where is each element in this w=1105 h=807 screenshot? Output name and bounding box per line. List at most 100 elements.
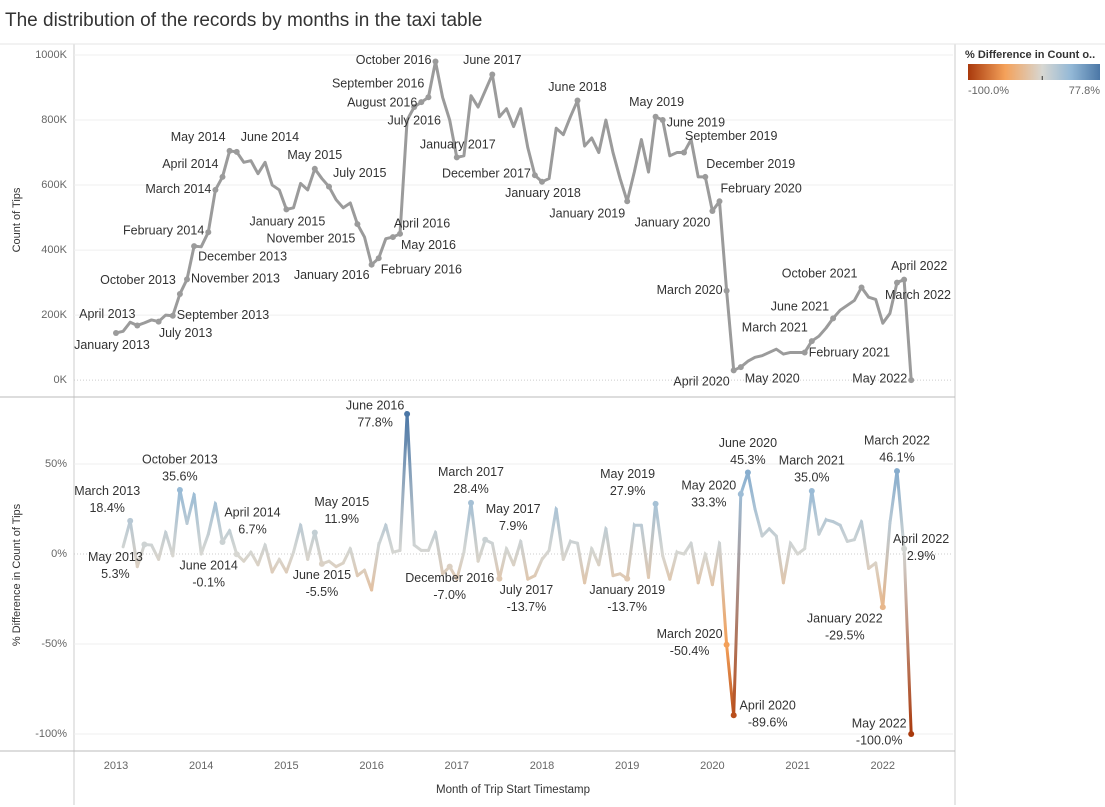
line-segment <box>213 502 225 544</box>
line-segment <box>625 522 636 581</box>
line-segment <box>732 490 743 717</box>
point <box>318 560 325 567</box>
annotation: April 2022 <box>891 259 947 273</box>
annotation: February 2016 <box>381 262 462 276</box>
annotation: May 2017 <box>486 502 541 516</box>
annotation: January 2019 <box>549 207 625 221</box>
annotation: March 2022 <box>885 288 951 302</box>
data-label: -13.7% <box>607 600 647 614</box>
point <box>311 165 318 172</box>
point <box>624 198 631 205</box>
point <box>375 255 382 262</box>
annotation: July 2016 <box>387 113 441 127</box>
annotation: January 2018 <box>505 186 581 200</box>
line-segment <box>540 548 551 561</box>
line-segment <box>384 523 395 554</box>
x-tick-label: 2013 <box>104 760 128 772</box>
point <box>326 183 332 190</box>
annotation: March 2020 <box>657 627 723 641</box>
data-label: -0.1% <box>192 576 225 590</box>
line-segment <box>497 545 509 581</box>
point <box>397 230 403 237</box>
annotation: May 2016 <box>401 238 456 252</box>
y-tick-label: 50% <box>45 458 67 470</box>
point <box>574 97 581 104</box>
y-axis-title: % Difference in Count of Tips <box>11 503 23 646</box>
point <box>681 149 687 156</box>
annotation: September 2013 <box>177 308 269 322</box>
x-tick-label: 2018 <box>530 760 554 772</box>
y-tick-label: 1000K <box>35 49 67 61</box>
point <box>808 488 815 495</box>
line-segment <box>178 488 189 525</box>
line-segment <box>363 568 374 592</box>
data-label: 35.6% <box>162 469 197 483</box>
data-label: -7.0% <box>433 588 466 602</box>
data-label: 45.3% <box>730 453 765 467</box>
point <box>134 322 141 329</box>
annotation: February 2021 <box>809 346 890 360</box>
point <box>737 491 744 498</box>
line-segment <box>256 542 267 567</box>
line-segment <box>263 543 274 574</box>
point <box>908 377 915 384</box>
annotation: September 2016 <box>332 77 424 91</box>
line-segment <box>597 525 608 567</box>
annotation: June 2019 <box>667 115 725 129</box>
annotation: March 2017 <box>438 465 504 479</box>
point <box>141 541 148 548</box>
y-tick-label: 200K <box>41 309 67 321</box>
annotation: May 2022 <box>852 371 907 385</box>
point <box>446 563 453 570</box>
line-segment <box>668 549 679 581</box>
annotation: May 2020 <box>681 478 736 492</box>
point <box>808 338 815 345</box>
annotation: April 2014 <box>224 505 280 519</box>
annotation: April 2014 <box>162 157 218 171</box>
point <box>702 173 709 180</box>
line-segment <box>647 500 658 579</box>
line-segment <box>881 520 892 609</box>
annotation: May 2020 <box>745 371 800 385</box>
data-label: 11.9% <box>325 512 360 526</box>
annotation: May 2022 <box>852 716 907 730</box>
line-segment <box>150 543 161 561</box>
line-segment <box>689 541 700 585</box>
line-segment <box>405 412 416 547</box>
annotation: May 2019 <box>600 467 655 481</box>
annotation: June 2014 <box>241 130 299 144</box>
point <box>155 318 162 325</box>
annotation: January 2019 <box>589 583 665 597</box>
line-segment <box>313 531 324 566</box>
x-tick-label: 2014 <box>189 760 213 772</box>
point <box>894 279 900 286</box>
annotation: January 2015 <box>250 215 326 229</box>
point <box>652 500 659 507</box>
y-tick-label: -100% <box>35 728 67 740</box>
legend-title: % Difference in Count o.. <box>965 49 1095 61</box>
line-segment <box>590 547 601 567</box>
annotation: June 2021 <box>771 300 829 314</box>
x-tick-label: 2021 <box>785 760 809 772</box>
annotation: April 2016 <box>394 216 450 230</box>
point <box>531 172 538 179</box>
x-tick-label: 2016 <box>359 760 383 772</box>
annotation: May 2013 <box>88 550 143 564</box>
line-segment <box>206 500 217 536</box>
point <box>879 604 886 611</box>
point <box>219 538 226 545</box>
annotation: February 2014 <box>123 223 204 237</box>
data-label: 2.9% <box>907 549 936 563</box>
annotation: April 2020 <box>673 375 729 389</box>
line-segment <box>505 547 516 567</box>
line-segment <box>654 502 665 558</box>
annotation: March 2020 <box>657 283 723 297</box>
annotation: March 2021 <box>742 320 808 334</box>
line-segment <box>739 469 750 496</box>
point <box>191 243 198 250</box>
point <box>169 312 176 319</box>
chart-title: The distribution of the records by month… <box>5 10 482 31</box>
data-label: -89.6% <box>748 716 788 730</box>
annotation: July 2013 <box>159 326 213 340</box>
